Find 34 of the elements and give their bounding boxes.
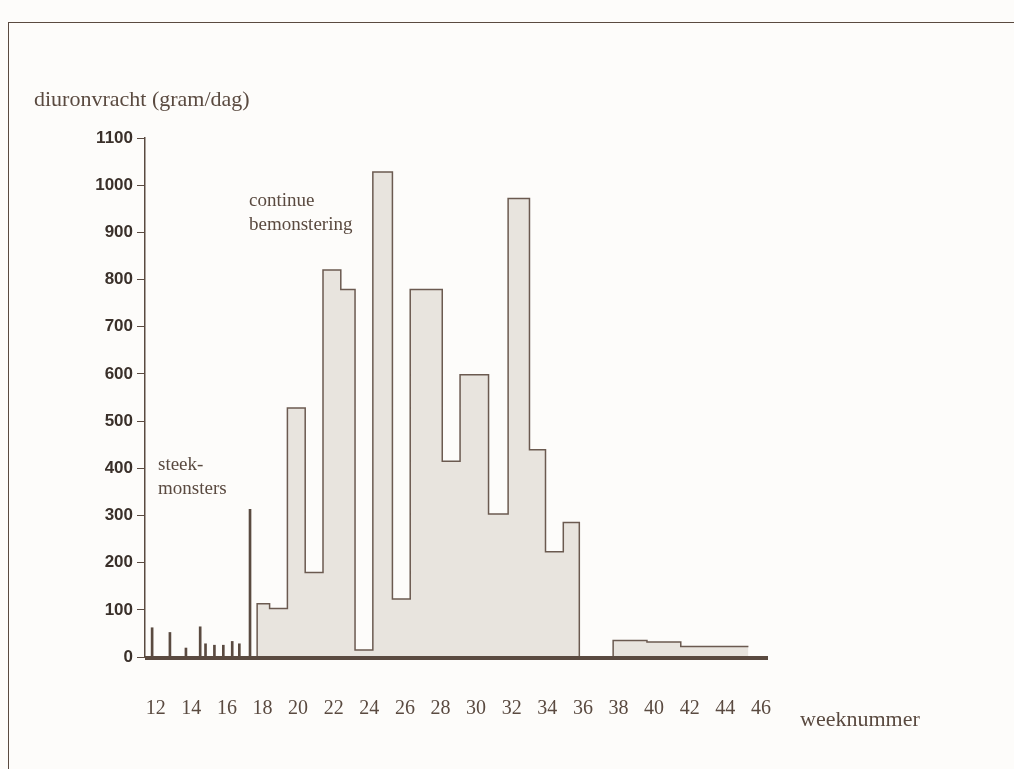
y-tick-label: 500 [104, 410, 133, 430]
y-tick-label: 700 [104, 316, 133, 336]
x-tick-label: 26 [394, 696, 415, 719]
x-tick-label: 34 [537, 696, 558, 719]
x-tick-label: 22 [323, 696, 344, 719]
x-tick-label: 16 [216, 696, 237, 719]
y-tick-label: 1000 [95, 174, 133, 194]
y-tick-label: 800 [104, 269, 133, 289]
y-tick-label: 0 [123, 646, 133, 666]
y-tick-label: 100 [104, 599, 133, 619]
x-tick-label: 14 [181, 696, 202, 719]
x-tick-label: 18 [252, 696, 273, 719]
x-tick-label: 12 [145, 696, 166, 719]
y-tick-label: 300 [104, 505, 133, 525]
x-tick-label: 46 [750, 696, 771, 719]
y-tick-label: 600 [104, 363, 133, 383]
x-tick-label: 40 [644, 696, 665, 719]
x-tick-label: 38 [608, 696, 629, 719]
y-tick-label: 400 [104, 457, 133, 477]
x-tick-label: 24 [359, 696, 380, 719]
y-axis-title: diuronvracht (gram/dag) [34, 86, 250, 111]
x-tick-label: 44 [715, 696, 736, 719]
y-tick-label: 200 [104, 552, 133, 572]
y-tick-label: 900 [104, 222, 133, 242]
x-tick-label: 20 [288, 696, 309, 719]
x-tick-label: 28 [430, 696, 451, 719]
x-tick-label: 42 [679, 696, 700, 719]
annotation: steek- monsters [158, 453, 227, 499]
y-tick-label: 1100 [96, 127, 133, 147]
annotation: continue bemonstering [249, 189, 353, 235]
x-tick-label: 32 [501, 696, 522, 719]
x-tick-label: 30 [466, 696, 487, 719]
x-tick-label: 36 [572, 696, 593, 719]
x-axis-title: weeknummer [800, 706, 921, 731]
